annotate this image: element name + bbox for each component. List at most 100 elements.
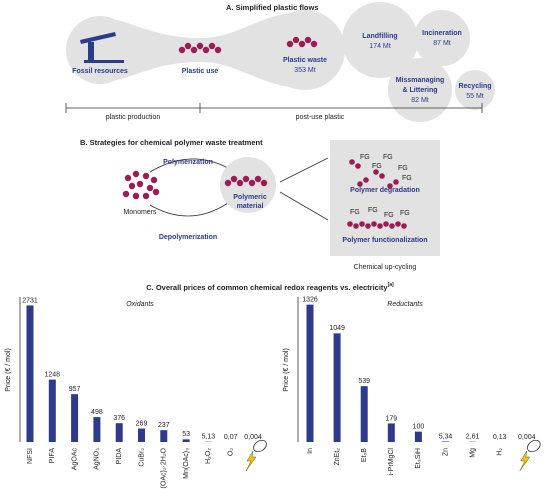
bead bbox=[152, 188, 160, 196]
node bbox=[265, 10, 345, 90]
bar bbox=[160, 430, 168, 442]
x-tick-label: Mn(OAc)₃ bbox=[183, 448, 190, 479]
bead bbox=[365, 223, 371, 229]
node-label: Polymer functionalization bbox=[342, 237, 427, 244]
value-label: 53 bbox=[182, 431, 190, 438]
bead bbox=[214, 46, 222, 54]
value-label: 1248 bbox=[45, 371, 61, 378]
bead bbox=[178, 46, 186, 54]
value-label: 0,13 bbox=[493, 434, 507, 441]
bead bbox=[363, 177, 369, 183]
value-label: 179 bbox=[385, 415, 397, 422]
node-label: material bbox=[237, 203, 264, 210]
x-tick-label: Zn bbox=[442, 448, 449, 456]
value-label: 2,61 bbox=[466, 434, 480, 441]
bead bbox=[401, 223, 407, 229]
bead bbox=[224, 179, 232, 187]
bar bbox=[333, 333, 341, 442]
panel-title: A. Simplified plastic flows bbox=[226, 3, 319, 12]
bead bbox=[377, 223, 383, 229]
value-label: 0,07 bbox=[224, 434, 238, 441]
fg: FG bbox=[384, 212, 394, 219]
bead bbox=[298, 40, 306, 48]
fg: FG bbox=[350, 209, 360, 216]
bolt-icon bbox=[519, 450, 531, 472]
value-label: 237 bbox=[158, 422, 170, 429]
x-tick-label: PIDA bbox=[116, 448, 123, 465]
x-tick-label: In bbox=[307, 448, 314, 454]
value-label: 957 bbox=[69, 386, 81, 393]
node-label: & Littering bbox=[403, 87, 438, 94]
timeline bbox=[65, 103, 483, 113]
bead bbox=[347, 221, 353, 227]
x-tick-label: H₂ bbox=[497, 448, 504, 456]
node-value: 87 Mt bbox=[433, 40, 451, 47]
node-label: Landfilling bbox=[362, 33, 397, 40]
fg: FG bbox=[383, 154, 393, 161]
bead bbox=[395, 221, 401, 227]
node-label: Missmanaging bbox=[396, 77, 445, 84]
value-label: 1049 bbox=[329, 325, 345, 332]
x-tick-label: H₂O₂ bbox=[205, 448, 212, 464]
bead bbox=[202, 46, 210, 54]
bead bbox=[357, 181, 363, 187]
bead bbox=[393, 179, 399, 185]
bar bbox=[48, 379, 56, 442]
chart-title: Oxidants bbox=[126, 301, 154, 308]
bead bbox=[260, 179, 268, 187]
value-label: 5,34 bbox=[439, 433, 453, 440]
bead bbox=[142, 192, 150, 200]
value-label: 269 bbox=[136, 420, 148, 427]
node bbox=[220, 157, 276, 213]
y-axis-label: Price (€ / mol) bbox=[5, 348, 12, 392]
bead bbox=[208, 42, 216, 50]
node bbox=[414, 10, 470, 66]
value-label: 100 bbox=[413, 423, 425, 430]
value-label: 376 bbox=[113, 415, 125, 422]
value-label: 539 bbox=[358, 378, 370, 385]
chart-title: Reductants bbox=[387, 301, 423, 308]
x-tick-label: Cu(OAc)₂·2H₂O bbox=[161, 447, 168, 489]
node-value: 174 Mt bbox=[369, 43, 390, 50]
bead bbox=[150, 176, 158, 184]
x-tick-label: PIFA bbox=[49, 448, 56, 464]
bead bbox=[387, 183, 393, 189]
bar bbox=[414, 431, 422, 442]
node-label: Plastic waste bbox=[283, 57, 327, 64]
x-tick-label: Et₃B bbox=[361, 448, 368, 462]
bar bbox=[71, 394, 79, 442]
panel-b: B. Strategies for chemical polymer waste… bbox=[80, 138, 440, 271]
x-tick-label: AgNO₃ bbox=[94, 448, 101, 470]
bar bbox=[442, 441, 449, 442]
node bbox=[342, 2, 418, 78]
x-tick-label: O₂ bbox=[228, 448, 235, 456]
node bbox=[455, 70, 495, 110]
bead bbox=[132, 170, 140, 178]
panel-title: C. Overall prices of common chemical red… bbox=[146, 282, 394, 292]
node-label: Incineration bbox=[422, 30, 462, 37]
bulb-icon bbox=[253, 439, 267, 453]
bead bbox=[124, 174, 132, 182]
arrow bbox=[149, 202, 229, 217]
fg: FG bbox=[400, 210, 410, 217]
bead bbox=[349, 159, 355, 165]
bead bbox=[355, 163, 361, 169]
x-tick-label: NFSI bbox=[27, 448, 34, 464]
bead bbox=[304, 36, 312, 44]
bead bbox=[190, 46, 198, 54]
bead bbox=[248, 179, 256, 187]
x-tick-label: ZnEt₂ bbox=[334, 448, 341, 466]
arrow bbox=[279, 157, 329, 183]
bar bbox=[182, 439, 190, 442]
node-label: Fossil resources bbox=[72, 68, 128, 75]
bead bbox=[128, 182, 136, 190]
bead bbox=[373, 169, 379, 175]
pump-icon bbox=[80, 32, 124, 63]
node-value: 55 Mt bbox=[466, 93, 484, 100]
node-label: Polymer degradation bbox=[350, 187, 420, 194]
bar bbox=[360, 386, 368, 442]
bead bbox=[136, 180, 144, 188]
value-label: 0,004 bbox=[244, 434, 262, 441]
bead bbox=[146, 184, 154, 192]
bead bbox=[230, 175, 238, 183]
